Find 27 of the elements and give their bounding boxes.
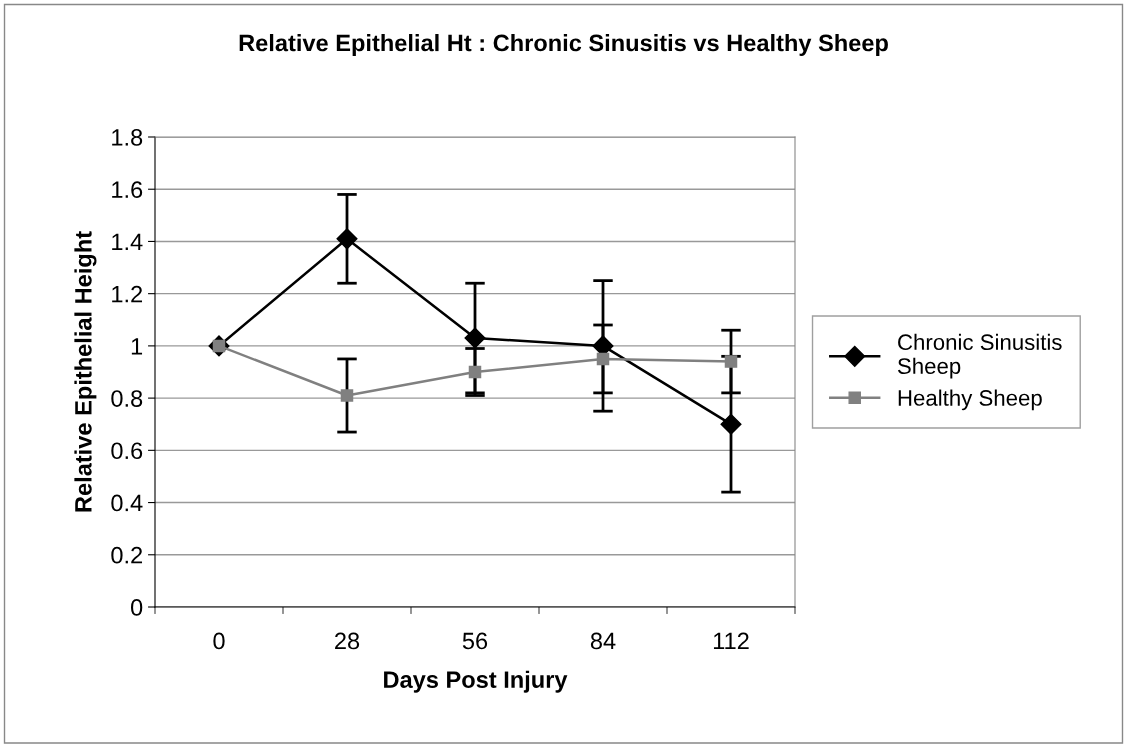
- x-axis-title: Days Post Injury: [384, 670, 568, 693]
- y-tick-label: 1.6: [112, 181, 143, 199]
- y-tick-label: 0: [130, 599, 143, 616]
- point: [464, 327, 486, 349]
- x-tick-label: 28: [335, 632, 360, 650]
- point: [336, 228, 358, 250]
- y-tick-label: 1: [131, 338, 143, 355]
- y-tick-label: 0.2: [111, 546, 143, 564]
- point: [720, 413, 742, 435]
- point: [340, 389, 354, 402]
- y-tick-label: 1.4: [112, 233, 143, 250]
- y-tick-label: 0.8: [111, 390, 143, 407]
- point: [468, 365, 482, 379]
- y-tick-label: 0.4: [111, 494, 143, 512]
- legend-label: Chronic Sinusitis Sheep: [897, 333, 1062, 379]
- y-tick-label: 1.2: [112, 285, 143, 303]
- y-tick-label: 0.6: [111, 442, 143, 460]
- point: [596, 352, 610, 366]
- y-axis-title: Relative Epithelial Height: [74, 231, 97, 512]
- y-tick-label: 1.8: [112, 129, 143, 146]
- legend-label: Healthy Sheep: [898, 389, 1042, 411]
- x-tick-label: 0: [213, 632, 225, 650]
- chart-title: Relative Epithelial Ht : Chronic Sinusitis vs Healthy Sheep: [239, 34, 888, 56]
- x-tick-label: 56: [462, 632, 488, 650]
- point: [724, 355, 738, 368]
- x-tick-label: 112: [713, 632, 749, 650]
- x-tick-label: 84: [590, 632, 616, 650]
